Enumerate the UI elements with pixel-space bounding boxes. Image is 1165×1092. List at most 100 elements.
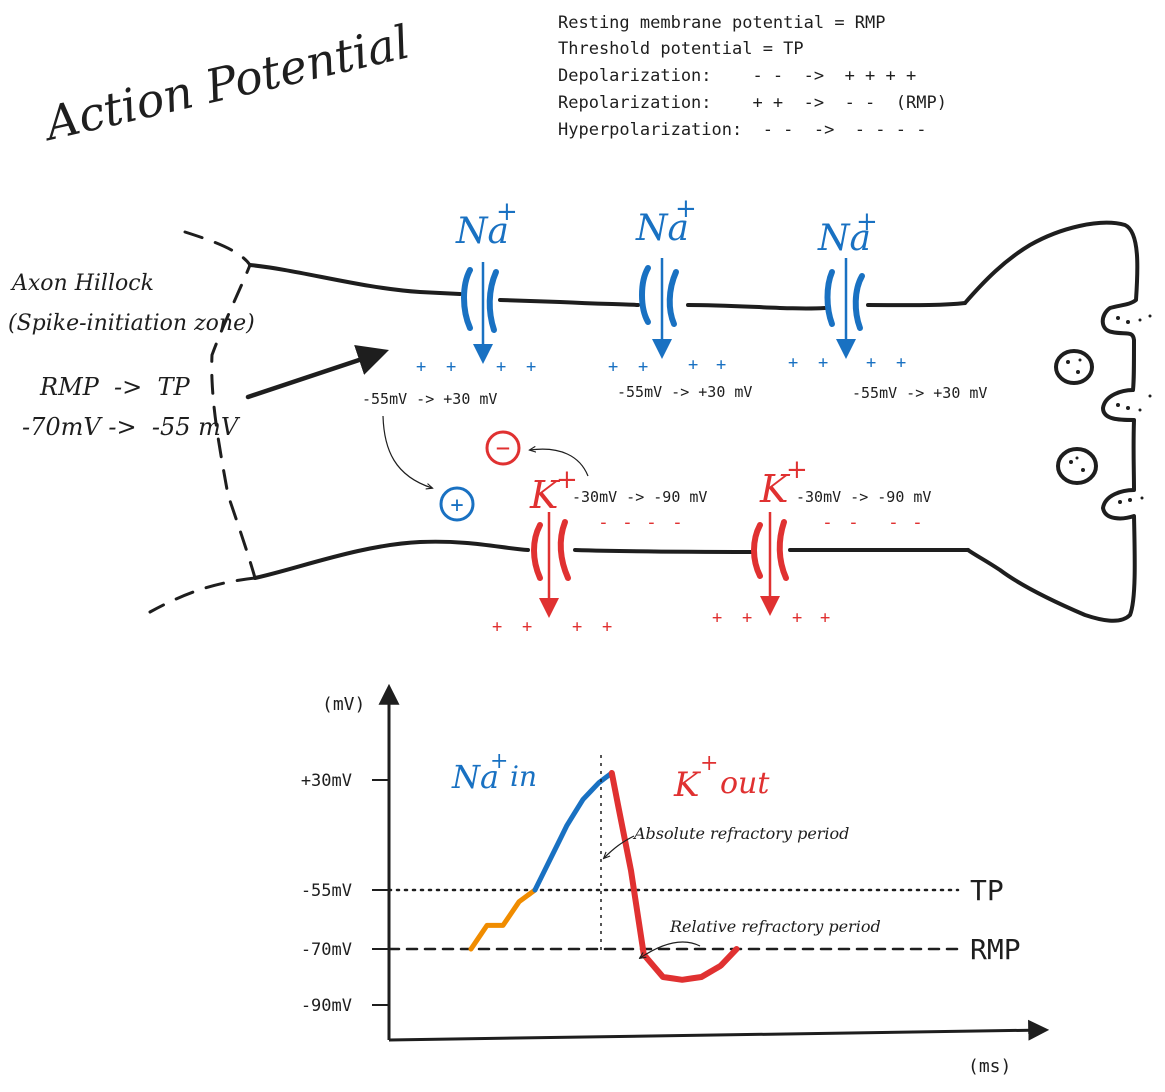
k-voltage: -30mV -> -90 mV <box>796 488 931 506</box>
series-line-k-out <box>608 770 740 983</box>
relative-refractory-pointer <box>640 941 701 958</box>
x-axis <box>388 1019 1050 1042</box>
svg-text:+: + <box>788 353 798 373</box>
sodium-labels: Na + Na + Na + <box>455 194 878 259</box>
svg-text:+: + <box>526 357 536 377</box>
svg-text:+: + <box>688 355 698 375</box>
y-ticks: +30mV -55mV -70mV -90mV <box>301 771 389 1016</box>
curved-arrow <box>530 449 589 477</box>
series <box>468 770 740 983</box>
y-tick-label: -70mV <box>301 940 352 960</box>
reference-lines: TP RMP <box>387 874 1021 966</box>
curved-arrow <box>382 415 432 488</box>
legend-line: Threshold potential = TP <box>558 39 804 59</box>
axon-bottom-membrane <box>253 539 970 580</box>
svg-text:−: − <box>496 434 510 462</box>
svg-text:+: + <box>742 608 752 628</box>
vesicle-dots <box>1066 314 1152 504</box>
svg-text:-: - <box>888 512 899 533</box>
na-ion-label: Na <box>635 208 689 249</box>
svg-text:-: - <box>822 512 833 533</box>
legend-line: Repolarization: + + -> - - (RMP) <box>558 93 947 113</box>
annotation-na-in: Na <box>451 758 499 796</box>
svg-text:+: + <box>608 357 618 377</box>
na-ion-label: Na <box>455 211 509 252</box>
absolute-refractory-label: Absolute refractory period <box>632 824 849 843</box>
na-ion-label: Na <box>817 218 871 259</box>
potassium-voltage-labels: -30mV -> -90 mV -30mV -> -90 mV <box>572 488 931 506</box>
svg-text:+: + <box>602 617 612 637</box>
na-charge: + <box>496 197 518 227</box>
positive-charge-icon: + <box>439 486 475 522</box>
rmp-tp-label: RMP -> TP <box>39 373 191 401</box>
sodium-voltage-labels: -55mV -> +30 mV -55mV -> +30 mV -55mV ->… <box>362 383 987 408</box>
positive-charges-inside: + + + + + + + + + + + + <box>416 353 906 377</box>
mv-change-label: -70mV -> -55 mV <box>22 413 241 441</box>
legend-line: Depolarization: - - -> + + + + <box>558 66 916 86</box>
svg-text:+: + <box>896 353 906 373</box>
sodium-channels <box>461 265 865 333</box>
reference-line-label: TP <box>970 874 1004 907</box>
svg-text:+: + <box>866 353 876 373</box>
negative-charges-inside: -- -- -- -- <box>598 512 923 533</box>
annotation-na-charge: + <box>490 749 508 774</box>
svg-text:+: + <box>716 355 726 375</box>
axon-top-membrane <box>248 263 967 311</box>
y-tick-label: -55mV <box>301 881 352 901</box>
k-ion-label: K <box>529 473 561 517</box>
reference-line-label: RMP <box>970 933 1021 966</box>
svg-text:+: + <box>572 617 582 637</box>
annotation-k-out: K <box>673 765 702 805</box>
propagation-arrow <box>245 345 389 400</box>
axon-outline <box>248 220 1140 623</box>
svg-text:+: + <box>492 617 502 637</box>
hillock-label: Axon Hillock <box>10 271 154 296</box>
absolute-refractory-pointer <box>604 835 635 858</box>
k-charge: + <box>786 455 808 485</box>
na-charge: + <box>675 194 697 224</box>
axon-terminal <box>963 220 1140 623</box>
k-ion-label: K <box>759 467 791 511</box>
positive-charges-outside: + + + + + + + + <box>492 608 830 637</box>
potassium-channels <box>531 519 789 581</box>
chart-annotations: Na + in K + out <box>451 749 770 805</box>
negative-charge-icon: − <box>485 430 521 466</box>
annotation-k-suffix: out <box>720 766 770 801</box>
annotation-na-suffix: in <box>510 760 537 793</box>
svg-text:+: + <box>450 493 463 518</box>
na-charge: + <box>856 207 878 237</box>
y-tick-label: -90mV <box>301 996 352 1016</box>
k-charge: + <box>556 465 578 495</box>
legend: Resting membrane potential = RMP Thresho… <box>558 13 947 140</box>
svg-text:-: - <box>598 512 609 533</box>
svg-text:+: + <box>522 617 532 637</box>
svg-text:-: - <box>646 512 657 533</box>
annotation-k-charge: + <box>700 751 718 776</box>
sodium-influx-arrows <box>473 258 856 364</box>
na-voltage: -55mV -> +30 mV <box>617 383 752 401</box>
y-axis-label: (mV) <box>322 694 365 715</box>
vesicle-icon <box>1054 349 1094 385</box>
svg-text:+: + <box>818 353 828 373</box>
k-voltage: -30mV -> -90 mV <box>572 488 707 506</box>
axon-hillock-labels: Axon Hillock (Spike-initiation zone) RMP… <box>8 271 255 441</box>
series-line-na-in <box>532 770 615 893</box>
relative-refractory-label: Relative refractory period <box>669 917 881 936</box>
subthreshold-series-line <box>468 887 538 952</box>
x-axis-label: (ms) <box>968 1056 1011 1077</box>
y-tick-label: +30mV <box>301 771 352 791</box>
na-voltage: -55mV -> +30 mV <box>362 390 497 408</box>
svg-text:+: + <box>820 608 830 628</box>
svg-text:-: - <box>848 512 859 533</box>
legend-line: Hyperpolarization: - - -> - - - - <box>558 120 926 140</box>
svg-text:-: - <box>622 512 633 533</box>
svg-text:+: + <box>712 608 722 628</box>
svg-text:+: + <box>496 357 506 377</box>
svg-text:+: + <box>446 357 456 377</box>
vesicle-icon <box>1056 447 1098 485</box>
potassium-efflux-arrows <box>539 512 780 618</box>
action-potential-chart: (mV) (ms) +30mV -55mV -70mV -90mV TP RMP Na … <box>301 683 1050 1077</box>
legend-line: Resting membrane potential = RMP <box>558 13 886 33</box>
svg-text:-: - <box>912 512 923 533</box>
